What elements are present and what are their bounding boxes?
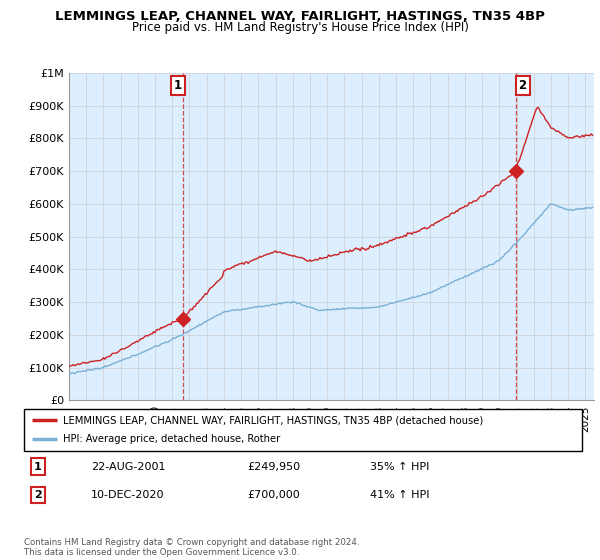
- Text: 41% ↑ HPI: 41% ↑ HPI: [370, 490, 430, 500]
- Text: 35% ↑ HPI: 35% ↑ HPI: [370, 461, 430, 472]
- Text: £249,950: £249,950: [247, 461, 301, 472]
- Text: £700,000: £700,000: [247, 490, 300, 500]
- Text: Contains HM Land Registry data © Crown copyright and database right 2024.
This d: Contains HM Land Registry data © Crown c…: [24, 538, 359, 557]
- Text: Price paid vs. HM Land Registry's House Price Index (HPI): Price paid vs. HM Land Registry's House …: [131, 21, 469, 34]
- Text: 2: 2: [518, 80, 527, 92]
- Text: 22-AUG-2001: 22-AUG-2001: [91, 461, 166, 472]
- Text: 1: 1: [34, 461, 42, 472]
- Text: 1: 1: [174, 80, 182, 92]
- Text: HPI: Average price, detached house, Rother: HPI: Average price, detached house, Roth…: [63, 435, 280, 445]
- Text: LEMMINGS LEAP, CHANNEL WAY, FAIRLIGHT, HASTINGS, TN35 4BP: LEMMINGS LEAP, CHANNEL WAY, FAIRLIGHT, H…: [55, 10, 545, 22]
- Text: 10-DEC-2020: 10-DEC-2020: [91, 490, 164, 500]
- Text: 2: 2: [34, 490, 42, 500]
- Text: LEMMINGS LEAP, CHANNEL WAY, FAIRLIGHT, HASTINGS, TN35 4BP (detached house): LEMMINGS LEAP, CHANNEL WAY, FAIRLIGHT, H…: [63, 415, 484, 425]
